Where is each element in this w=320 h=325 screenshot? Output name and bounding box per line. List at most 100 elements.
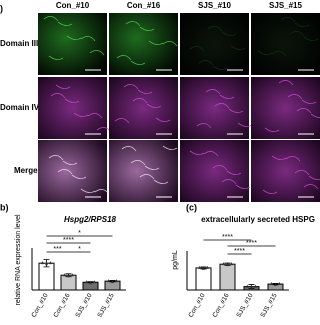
micrograph xyxy=(251,13,320,75)
fiber xyxy=(50,93,66,99)
fiber xyxy=(148,40,164,45)
bar xyxy=(195,267,212,291)
fiber xyxy=(114,118,130,124)
panel-label: (c) xyxy=(186,202,197,212)
fiber xyxy=(287,94,303,100)
fiber xyxy=(207,26,223,32)
significance-label: **** xyxy=(222,234,233,241)
fiber xyxy=(132,98,148,104)
fiber xyxy=(308,175,320,180)
data-point xyxy=(202,266,205,270)
data-point xyxy=(250,285,253,289)
fiber xyxy=(71,174,87,179)
fiber xyxy=(303,184,319,190)
fiber xyxy=(205,89,221,95)
column-header: Con_#16 xyxy=(127,1,161,10)
fiber xyxy=(57,21,73,26)
micrograph xyxy=(38,13,107,75)
micrograph xyxy=(38,77,107,139)
data-point xyxy=(107,279,110,283)
fiber xyxy=(278,80,294,86)
y-axis-label: relative RNA expression level xyxy=(15,214,22,305)
fiber xyxy=(264,127,280,132)
data-point xyxy=(45,262,48,266)
fiber xyxy=(285,156,301,162)
micrograph xyxy=(180,13,249,75)
fiber xyxy=(94,189,110,195)
data-point xyxy=(71,273,74,277)
micrograph xyxy=(109,13,178,75)
panel-label: ) xyxy=(0,3,3,13)
data-point xyxy=(49,261,52,265)
fiber xyxy=(123,84,139,90)
fiber xyxy=(64,98,80,103)
fiber xyxy=(212,65,228,70)
data-point xyxy=(230,262,233,266)
fiber xyxy=(198,60,214,66)
fiber xyxy=(303,36,319,41)
fiber xyxy=(235,184,251,189)
x-tick-label: SJS_#10 xyxy=(74,292,93,319)
significance-label: * xyxy=(78,230,81,237)
chart-title: Hspg2/RPS18 xyxy=(64,215,117,224)
fiber xyxy=(48,155,64,161)
fiber xyxy=(230,45,246,50)
fiber xyxy=(219,94,235,99)
fiber xyxy=(271,51,287,57)
data-point xyxy=(67,274,70,278)
bar xyxy=(219,263,236,291)
fiber xyxy=(144,165,160,170)
data-point xyxy=(93,280,96,284)
x-tick-label: Con_#10 xyxy=(187,292,206,319)
significance-label: **** xyxy=(246,240,257,247)
fiber xyxy=(116,55,132,61)
fiber xyxy=(146,103,162,108)
micrograph xyxy=(180,77,249,139)
data-point xyxy=(226,263,229,267)
x-tick-label: Con_#16 xyxy=(52,292,71,319)
data-point xyxy=(274,283,277,287)
fiber xyxy=(89,50,105,56)
data-point xyxy=(254,284,257,288)
micrograph xyxy=(251,140,320,202)
y-axis-label: pg/mL xyxy=(172,250,179,270)
fiber xyxy=(62,160,78,165)
fiber xyxy=(271,155,287,160)
fiber xyxy=(55,84,71,89)
fiber xyxy=(296,108,312,114)
row-label: Domain IV xyxy=(0,103,40,112)
fiber xyxy=(66,35,82,40)
fiber xyxy=(221,179,237,185)
data-point xyxy=(85,280,88,284)
fiber xyxy=(310,113,320,118)
fiber xyxy=(73,112,89,117)
fiber xyxy=(226,170,242,175)
data-point xyxy=(89,281,92,285)
fiber xyxy=(80,188,96,193)
fiber xyxy=(57,169,73,175)
fiber xyxy=(214,103,230,109)
data-point xyxy=(222,262,225,266)
fiber xyxy=(87,113,103,119)
significance-label: **** xyxy=(63,237,74,244)
micrograph xyxy=(251,77,320,139)
x-tick-label: SJS_#10 xyxy=(235,292,254,319)
fiber xyxy=(153,179,169,184)
data-point xyxy=(270,282,273,286)
fiber xyxy=(125,21,141,27)
fiber xyxy=(237,122,253,127)
fiber xyxy=(294,170,310,176)
fiber xyxy=(43,16,59,22)
significance-label: *** xyxy=(53,246,61,253)
row-label: Domain III xyxy=(0,39,38,48)
column-header: Con_#10 xyxy=(56,1,90,10)
data-point xyxy=(198,265,201,269)
fiber xyxy=(221,31,237,36)
fiber xyxy=(162,41,178,47)
fiber xyxy=(121,146,137,152)
micrograph xyxy=(38,140,107,202)
x-tick-label: Con_#10 xyxy=(30,292,49,319)
data-point xyxy=(246,284,249,288)
data-point xyxy=(115,279,118,283)
